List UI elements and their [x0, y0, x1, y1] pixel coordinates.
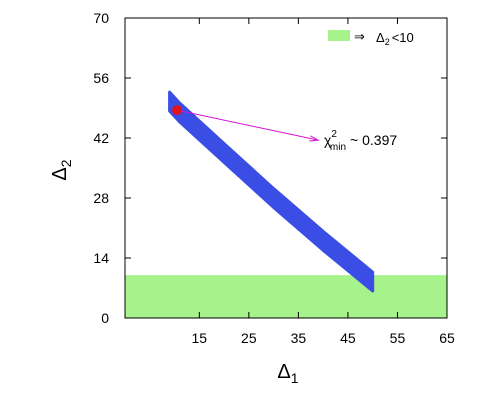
legend-swatch	[328, 30, 350, 41]
allowed-band	[168, 90, 375, 293]
best-fit-layer	[172, 105, 183, 116]
y-axis-label: Δ2	[49, 159, 74, 180]
y-tick-label: 0	[101, 310, 109, 326]
x-tick-label: 45	[340, 330, 356, 346]
x-axis-label: Δ1	[277, 361, 298, 386]
annotation-arrowhead	[309, 135, 320, 142]
x-tick-label: 15	[192, 330, 208, 346]
x-tick-label: 25	[241, 330, 257, 346]
plot-frame	[124, 17, 448, 319]
chi-squared-annotation: χ2 min ~ 0.397	[324, 129, 397, 153]
legend: ⇒ Δ2 <10	[328, 29, 414, 47]
arrow-layer	[176, 109, 320, 142]
best-fit-point	[172, 105, 183, 116]
x-tick-label: 65	[439, 330, 455, 346]
y-ticks: 0 14 28 42 56 70	[93, 10, 447, 326]
legend-label: Δ2 <10	[376, 30, 414, 47]
shaded-region-layer	[125, 275, 447, 318]
y-tick-label: 56	[93, 70, 109, 86]
legend-symbol: ⇒	[354, 29, 365, 44]
y-tick-label: 42	[93, 130, 109, 146]
y-tick-label: 28	[93, 190, 109, 206]
x-ticks: 15 25 35 45 55 65	[192, 18, 455, 346]
x-tick-label: 35	[291, 330, 307, 346]
annotation-arrow	[176, 109, 319, 141]
allowed-band-layer	[168, 90, 375, 293]
y-tick-label: 70	[93, 10, 109, 26]
x-tick-label: 55	[390, 330, 406, 346]
shaded-region	[125, 275, 447, 318]
y-tick-label: 14	[93, 250, 109, 266]
